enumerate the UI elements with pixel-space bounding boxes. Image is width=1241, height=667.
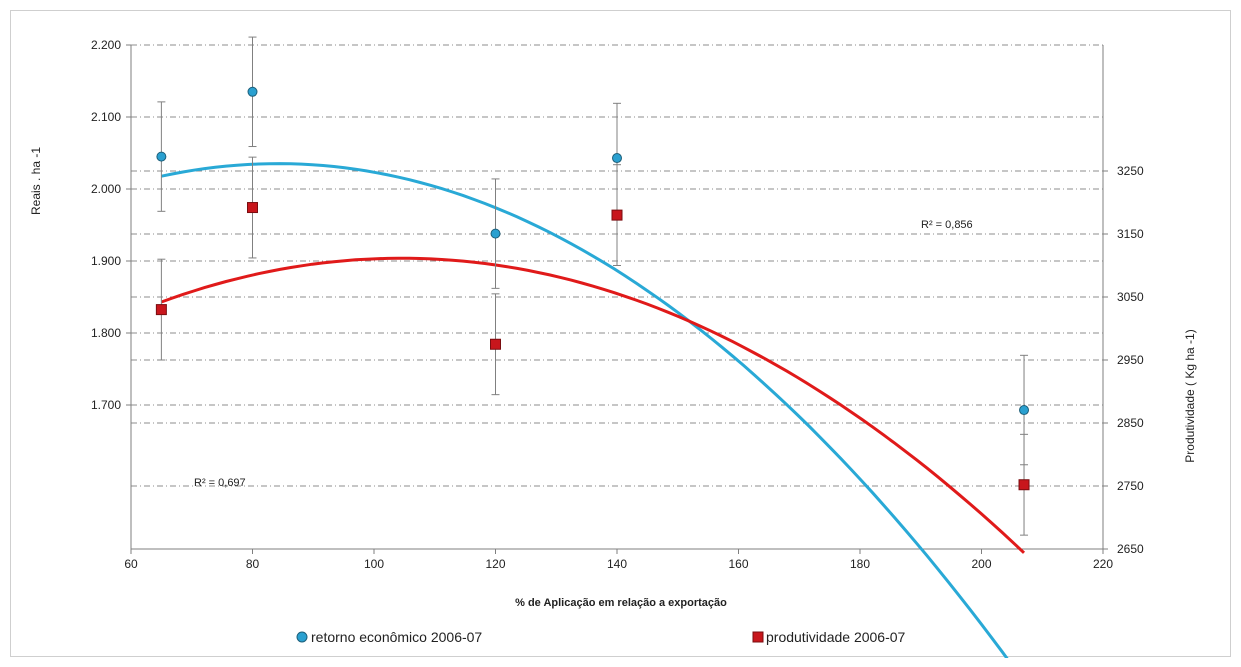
x-tick-label: 180 <box>850 557 870 571</box>
trend-line-produtividade <box>160 256 1026 554</box>
legend-label-retorno: retorno econômico 2006-07 <box>311 629 482 645</box>
legend-item-produtividade: produtividade 2006-07 <box>752 629 906 645</box>
data-point-produtividade <box>611 209 623 221</box>
y-right-tick-label: 2750 <box>1117 479 1144 493</box>
x-tick-label: 140 <box>607 557 627 571</box>
legend-circle-marker <box>296 631 308 643</box>
x-tick-label: 220 <box>1093 557 1113 571</box>
x-tick-label: 100 <box>364 557 384 571</box>
legend-item-retorno: retorno econômico 2006-07 <box>296 629 482 645</box>
trend-lines <box>160 162 1026 658</box>
data-point-produtividade <box>1018 479 1030 491</box>
r2-label-retorno: R² = 0,856 <box>921 219 973 231</box>
legend-square-marker <box>752 631 764 643</box>
y-left-tick-label: 2.200 <box>91 38 121 52</box>
y-left-tick-label: 2.100 <box>91 110 121 124</box>
data-point-produtividade <box>155 304 167 316</box>
y-right-tick-label: 3250 <box>1117 164 1144 178</box>
x-tick-label: 60 <box>124 557 138 571</box>
x-tick-label: 120 <box>485 557 505 571</box>
x-tick-label: 80 <box>246 557 260 571</box>
legend-label-produtividade: produtividade 2006-07 <box>766 629 906 645</box>
r2-label-produtividade: R² = 0,697 <box>194 477 246 489</box>
data-point-retorno <box>1019 405 1030 416</box>
y-left-tick-label: 2.000 <box>91 182 121 196</box>
y-right-tick-label: 2850 <box>1117 416 1144 430</box>
data-point-produtividade <box>490 338 501 350</box>
x-tick-label: 200 <box>971 557 991 571</box>
y-right-tick-label: 2650 <box>1117 542 1144 556</box>
y-left-tick-label: 1.900 <box>91 254 121 268</box>
y-left-tick-label: 1.700 <box>91 398 121 412</box>
y-left-axis-title: Reais . ha -1 <box>29 147 43 215</box>
y-left-tick-label: 1.800 <box>91 326 121 340</box>
data-point-retorno <box>612 153 622 164</box>
x-tick-label: 160 <box>728 557 748 571</box>
data-point-produtividade <box>247 202 258 214</box>
axes: 60 80 100 120 140 160 180 200 220 1.700 1.800 1.900… <box>91 38 1144 571</box>
data-point-retorno <box>156 151 167 162</box>
y-right-tick-label: 2950 <box>1117 353 1144 367</box>
x-axis-title: % de Aplicação em relação a exportação <box>515 597 727 609</box>
labels: Reais . ha -1 Produtividade ( Kg ha -1) … <box>29 147 1197 609</box>
data-markers <box>155 86 1030 491</box>
data-point-retorno <box>247 86 258 97</box>
y-right-tick-label: 3050 <box>1117 290 1144 304</box>
y-right-axis-title: Produtividade ( Kg ha -1) <box>1183 329 1197 462</box>
chart-frame: 60 80 100 120 140 160 180 200 220 1.700 1.800 1.900… <box>10 10 1231 658</box>
data-point-retorno <box>490 228 501 239</box>
y-right-tick-label: 3150 <box>1117 227 1144 241</box>
legend: retorno econômico 2006-07 produtividade … <box>296 629 906 645</box>
trend-line-retorno <box>161 162 1009 658</box>
chart-canvas: 60 80 100 120 140 160 180 200 220 1.700 1.800 1.900… <box>29 36 1197 658</box>
